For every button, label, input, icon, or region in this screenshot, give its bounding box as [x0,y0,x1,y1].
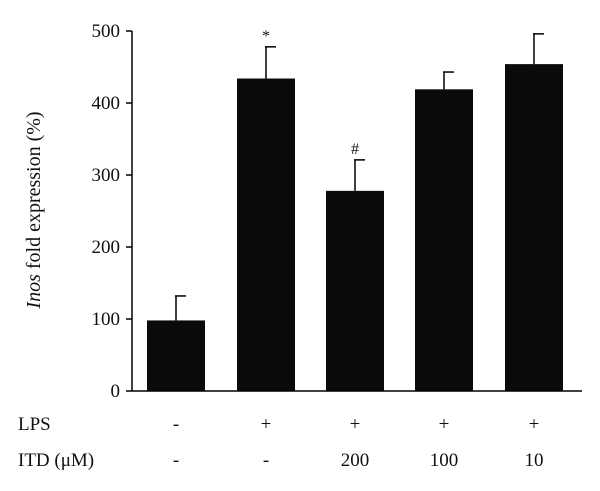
y-tick-label: 100 [92,309,121,330]
significance-marker: # [351,141,359,158]
y-tick-label: 400 [92,93,121,114]
treatment-row-label: ITD (μM) [18,450,94,471]
treatment-cell: 10 [525,450,544,471]
bar [237,78,295,392]
treatment-cell: - [263,450,269,471]
treatment-cell: 100 [430,450,459,471]
y-tick-label: 300 [92,165,121,186]
y-tick-label: 500 [92,21,121,42]
treatment-row-label: LPS [18,414,51,435]
bar [415,89,473,391]
treatment-cell: + [439,414,450,435]
bar [505,64,563,392]
y-axis-label: Inos fold expression (%) [23,111,45,309]
bar [147,320,205,391]
significance-marker: * [262,28,270,45]
treatment-cell: + [261,414,272,435]
bar [326,190,384,391]
bars: *# [147,28,563,392]
treatment-cell: + [350,414,361,435]
y-axis-label-italic: Inos [23,274,45,310]
y-axis: 0 100 200 300 400 500 [92,21,133,402]
y-tick-label: 200 [92,237,121,258]
y-axis-label-rest: fold expression (%) [23,111,45,274]
treatment-cell: - [173,414,179,435]
y-tick-label: 0 [111,381,121,402]
treatment-cell: + [529,414,540,435]
treatment-table: LPS - + + + + ITD (μM) - - 200 100 10 [18,414,544,471]
treatment-cell: - [173,450,179,471]
treatment-cell: 200 [341,450,370,471]
